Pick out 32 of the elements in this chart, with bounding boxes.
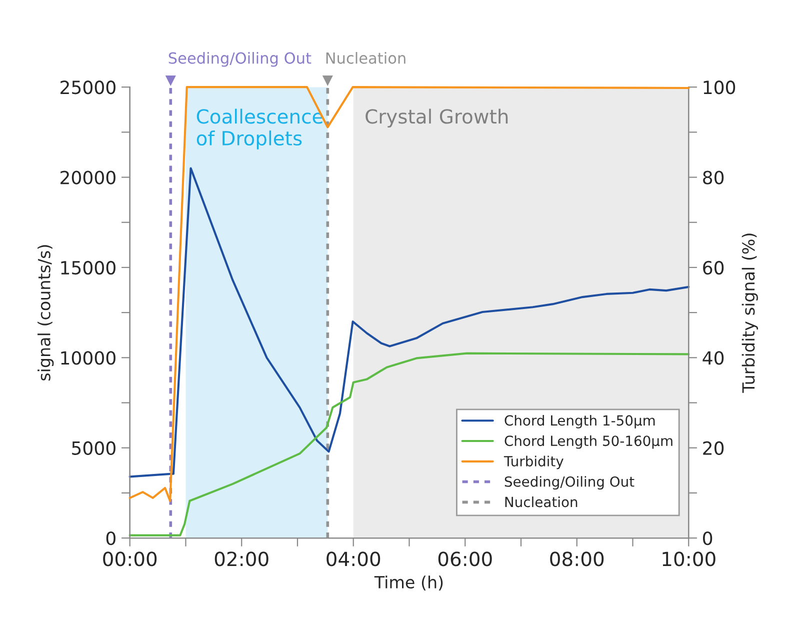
text: Seeding/Oiling Out bbox=[504, 476, 634, 490]
x-axis-title: Time (h) bbox=[374, 576, 443, 590]
band-label: Coallescence of Droplets bbox=[196, 108, 323, 150]
line-series bbox=[128, 352, 690, 536]
legend-label: Chord Length 50-160µm bbox=[504, 435, 672, 449]
x-tick-label: 04:00 bbox=[326, 552, 380, 566]
ref-line-label: Nucleation bbox=[326, 52, 406, 64]
line-series bbox=[128, 167, 690, 478]
legend-label: Chord Length 1-50µm bbox=[504, 414, 655, 428]
text: Nucleation bbox=[505, 496, 578, 508]
y2-tick-label: 20 bbox=[703, 441, 724, 455]
y-tick-label: 15000 bbox=[61, 260, 116, 275]
y-tick-label: 20000 bbox=[60, 170, 116, 184]
y-tick-label: 25000 bbox=[60, 80, 116, 94]
y2-tick-label: 0 bbox=[703, 531, 712, 546]
y2-tick-label: 100 bbox=[704, 80, 736, 94]
band-label: Crystal Growth bbox=[366, 108, 508, 128]
y-tick-label: 10000 bbox=[61, 351, 116, 365]
y2-axis-title: Turbidity signal (%) bbox=[742, 234, 758, 393]
x-tick-label: 02:00 bbox=[214, 552, 268, 566]
legend-label: Turbidity bbox=[504, 456, 564, 470]
y2-tick-label: 40 bbox=[702, 351, 724, 365]
y-tick-label: 0 bbox=[106, 531, 116, 546]
x-tick-label: 06:00 bbox=[438, 552, 492, 566]
ref-line-label: Seeding/Oiling Out bbox=[168, 52, 312, 67]
y-axis-title: signal (counts/s) bbox=[38, 245, 54, 380]
y-tick-label: 5000 bbox=[72, 441, 116, 455]
y2-tick-label: 80 bbox=[703, 170, 724, 184]
x-tick-label: 10:00 bbox=[662, 552, 716, 566]
x-tick-label: 08:00 bbox=[550, 552, 604, 566]
x-tick-label: 00:00 bbox=[103, 552, 157, 566]
y2-tick-label: 60 bbox=[703, 260, 724, 275]
